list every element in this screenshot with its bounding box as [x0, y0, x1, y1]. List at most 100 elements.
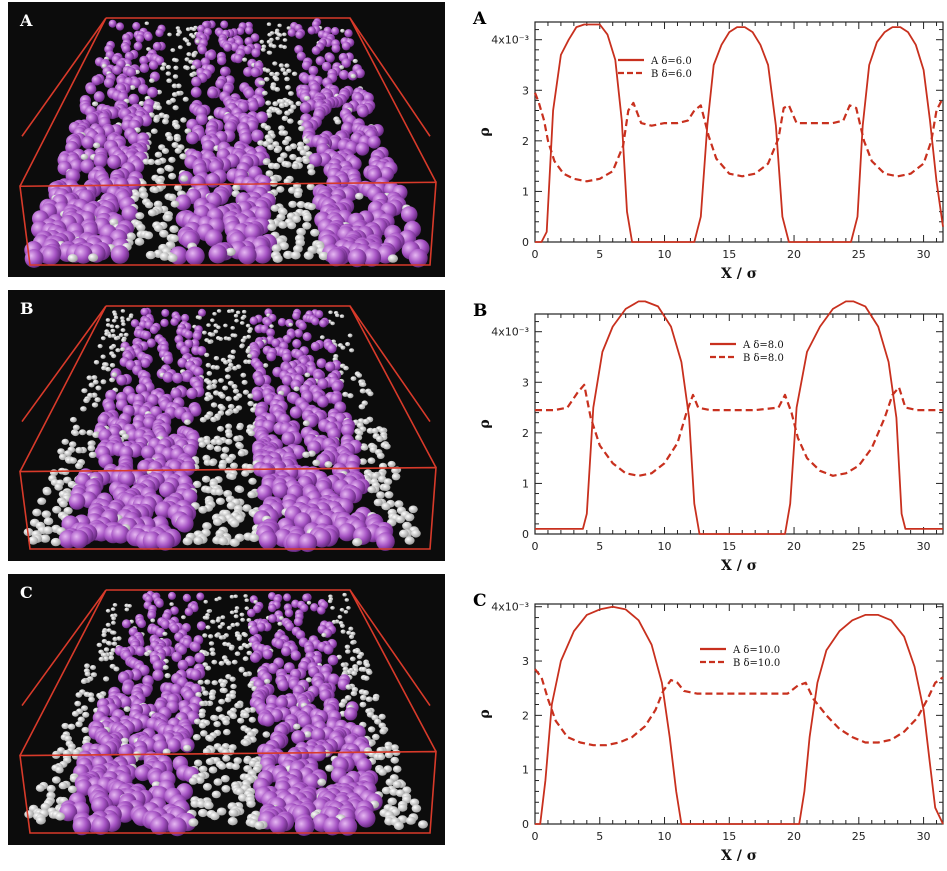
- particle-b: [346, 606, 351, 610]
- particle-b: [358, 458, 367, 465]
- particle-b: [171, 92, 178, 97]
- particle-a: [147, 611, 157, 620]
- particle-b: [340, 629, 346, 634]
- x-axis-title: X / σ: [721, 558, 757, 574]
- particle-b: [71, 710, 79, 717]
- particle-b: [111, 620, 116, 625]
- particle-b: [220, 453, 229, 460]
- particle-b: [348, 626, 354, 631]
- particle-b: [235, 788, 245, 796]
- particle-b: [32, 508, 42, 517]
- particle-b: [75, 692, 83, 698]
- particle-a: [321, 61, 332, 72]
- particle-b: [101, 632, 107, 638]
- particle-b: [75, 462, 83, 470]
- particle-b: [202, 633, 208, 638]
- particle-b: [116, 636, 122, 641]
- particle-b: [161, 62, 167, 67]
- particle-b: [304, 372, 311, 378]
- particle-b: [84, 671, 91, 677]
- particle-b: [64, 735, 72, 742]
- particle-a: [152, 41, 162, 51]
- particle-b: [221, 748, 230, 756]
- particle-a: [302, 332, 312, 342]
- particle-a: [121, 205, 138, 222]
- particle-b: [195, 776, 205, 784]
- particle-b: [402, 521, 412, 530]
- particle-b: [118, 333, 124, 337]
- particle-a: [357, 809, 376, 828]
- particle-b: [284, 145, 293, 152]
- particle-b: [350, 73, 356, 79]
- particle-b: [249, 533, 260, 543]
- particle-b: [232, 333, 238, 338]
- particle-b: [111, 616, 116, 621]
- particle-b: [216, 325, 221, 330]
- particle-a: [292, 339, 302, 349]
- particle-b: [222, 719, 230, 726]
- particle-b: [219, 393, 226, 399]
- particle-b: [165, 71, 171, 76]
- simulation-box-front-face: [19, 181, 437, 266]
- particle-b: [312, 459, 321, 467]
- particle-b: [35, 784, 45, 792]
- particle-a: [140, 358, 151, 368]
- particle-b: [177, 45, 183, 50]
- particle-b: [164, 673, 171, 679]
- particle-a: [310, 603, 319, 612]
- particle-b: [75, 721, 83, 728]
- particle-b: [234, 606, 240, 610]
- particle-a: [262, 649, 273, 660]
- particle-b: [51, 776, 61, 784]
- particle-b: [225, 396, 232, 402]
- particle-b: [225, 423, 233, 430]
- particle-b: [232, 184, 241, 192]
- particle-b: [282, 71, 288, 76]
- particle-a: [68, 493, 86, 510]
- particle-b: [360, 666, 367, 672]
- particle-a: [289, 406, 303, 419]
- particle-b: [182, 537, 193, 546]
- particle-b: [345, 649, 351, 654]
- particle-b: [302, 157, 311, 164]
- particle-b: [74, 700, 82, 707]
- particle-a: [107, 155, 122, 169]
- particle-b: [391, 473, 401, 481]
- particle-b: [202, 662, 209, 668]
- particle-b: [153, 224, 164, 233]
- particle-b: [109, 324, 115, 329]
- particle-b: [228, 646, 235, 651]
- particle-a: [198, 308, 206, 317]
- particle-a: [254, 375, 265, 386]
- particle-a: [182, 593, 191, 602]
- x-tick-label: 10: [658, 248, 672, 261]
- particle-a: [155, 28, 164, 38]
- particle-b: [215, 706, 223, 713]
- particle-b: [278, 221, 288, 229]
- particle-a: [261, 713, 275, 727]
- particle-b: [174, 147, 182, 154]
- particle-b: [211, 680, 218, 686]
- particle-b: [192, 734, 201, 741]
- particle-b: [113, 315, 119, 320]
- particle-a: [243, 45, 253, 55]
- particle-a: [308, 153, 323, 167]
- particle-a: [331, 43, 341, 53]
- particle-a: [196, 592, 205, 601]
- particle-a: [184, 330, 194, 339]
- particle-b: [343, 365, 349, 371]
- particle-a: [267, 662, 279, 674]
- particle-b: [184, 39, 190, 43]
- particle-b: [88, 253, 99, 262]
- particle-a: [150, 816, 169, 835]
- plot-frame: [534, 21, 944, 243]
- x-tick-label: 15: [722, 830, 736, 843]
- particle-b: [198, 441, 206, 448]
- particle-a: [341, 41, 351, 51]
- particle-a: [170, 624, 180, 634]
- particle-b: [342, 391, 349, 397]
- particle-a: [344, 707, 358, 721]
- particle-b: [346, 630, 352, 635]
- particle-a: [264, 308, 273, 317]
- particle-b: [266, 22, 272, 27]
